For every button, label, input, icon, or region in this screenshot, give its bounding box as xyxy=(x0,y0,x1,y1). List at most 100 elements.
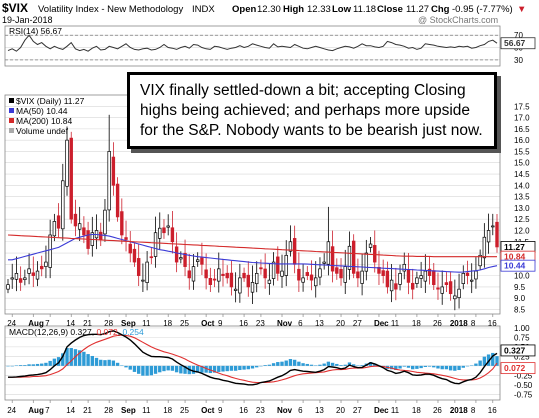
candle-body xyxy=(44,261,48,267)
candle-body xyxy=(6,284,10,290)
macd-line xyxy=(8,330,498,386)
macd-histogram-bar xyxy=(132,365,137,372)
candle-body xyxy=(77,223,82,230)
price-date-label: Aug xyxy=(28,319,44,328)
macd-histogram-bar xyxy=(250,365,255,369)
macd-histogram-bar xyxy=(23,365,27,366)
macd-date-label: 27 xyxy=(353,406,362,415)
macd-histogram-bar xyxy=(183,365,187,374)
candle-body xyxy=(280,270,284,277)
high-label: High xyxy=(283,4,304,15)
candle-body xyxy=(288,241,293,252)
candle-body xyxy=(284,254,288,276)
macd-histogram-bar xyxy=(335,363,339,366)
macd-histogram-bar xyxy=(52,358,57,366)
price-tick: 9.5 xyxy=(514,283,526,292)
macd-histogram-bar xyxy=(276,362,280,366)
macd-histogram-bar xyxy=(280,361,284,366)
price-tick: 13.5 xyxy=(514,193,530,202)
price-tick: 15.5 xyxy=(514,147,530,156)
candle-body xyxy=(246,274,250,288)
close-value: 11.27 xyxy=(406,4,429,15)
macd-legend-part: 0.327 xyxy=(70,327,92,337)
candle-body xyxy=(373,245,377,263)
macd-legend: MACD(12,26,9) 0.327, 0.072, 0.254 xyxy=(9,327,144,337)
macd-date-label: 26 xyxy=(433,406,442,415)
candle-body xyxy=(124,237,128,240)
macd-histogram-bar xyxy=(314,365,318,366)
macd-histogram-bar xyxy=(107,359,111,366)
macd-histogram-bar xyxy=(149,365,154,376)
candle-body xyxy=(35,270,40,280)
candle-body xyxy=(212,278,217,281)
macd-histogram-bar xyxy=(453,365,457,371)
candle-body xyxy=(115,183,120,218)
macd-last-label: 0.072 xyxy=(504,363,526,373)
macd-histogram-bar xyxy=(444,365,449,370)
candle-body xyxy=(141,279,145,282)
macd-histogram-bar xyxy=(267,364,272,366)
macd-panel: 1.000.750.500.250.00-0.25-0.50-0.75MACD(… xyxy=(4,324,536,401)
macd-histogram-bar xyxy=(309,364,314,366)
candle-body xyxy=(309,274,314,281)
macd-histogram-bar xyxy=(179,365,183,374)
candle-body xyxy=(465,272,470,276)
macd-legend-part: , xyxy=(92,327,97,337)
macd-histogram-bar xyxy=(263,365,267,366)
candle-body xyxy=(394,283,398,290)
legend-swatch-volume xyxy=(9,128,14,133)
macd-histogram-bar xyxy=(158,365,162,373)
macd-date-label: 6 xyxy=(298,406,303,415)
candle-body xyxy=(297,268,301,281)
macd-date-label: 25 xyxy=(180,406,189,415)
candle-body xyxy=(461,273,465,284)
candle-body xyxy=(314,277,318,287)
candle-body xyxy=(14,273,19,280)
macd-histogram-bar xyxy=(40,363,44,366)
macd-histogram-bar xyxy=(259,365,263,367)
candle-body xyxy=(486,230,491,243)
macd-histogram-bar xyxy=(90,355,94,366)
candle-body xyxy=(204,269,208,279)
candle-body xyxy=(221,273,225,276)
macd-histogram-bar xyxy=(432,365,436,368)
macd-histogram-bar xyxy=(343,364,347,366)
candle-body xyxy=(158,227,162,239)
macd-histogram-bar xyxy=(141,365,145,376)
macd-histogram-bar xyxy=(448,365,453,371)
macd-histogram-bar xyxy=(305,363,309,366)
high-value: 12.33 xyxy=(307,4,331,15)
commentary-line: VIX finally settled-down a bit; acceptin… xyxy=(140,82,466,99)
candle-body xyxy=(301,277,305,283)
macd-date-label: 23 xyxy=(256,406,265,415)
candle-body xyxy=(56,215,61,229)
candle-body xyxy=(347,245,352,270)
candle-body xyxy=(482,236,487,259)
candle-body xyxy=(18,278,23,283)
macd-histogram-bar xyxy=(204,365,208,373)
macd-tick: -0.50 xyxy=(514,381,533,390)
candle-body xyxy=(263,268,267,279)
down-arrow-icon: ▼ xyxy=(517,4,526,15)
macd-histogram-bar xyxy=(145,365,149,376)
macd-histogram-bar xyxy=(115,362,120,366)
price-date-label: 18 xyxy=(412,319,421,328)
candle-body xyxy=(377,266,381,274)
chg-value: -0.95 (-7.77%) xyxy=(452,4,513,15)
macd-histogram-bar xyxy=(470,365,474,366)
macd-histogram-bar xyxy=(31,364,35,366)
price-date-label: 6 xyxy=(298,319,303,328)
macd-date-label: 14 xyxy=(66,406,75,415)
candle-body xyxy=(132,248,137,263)
macd-histogram-bar xyxy=(351,364,356,366)
candle-body xyxy=(292,238,297,265)
macd-histogram-bar xyxy=(347,362,352,366)
candle-body xyxy=(360,270,364,284)
macd-histogram-bar xyxy=(27,364,31,366)
macd-date-label: 13 xyxy=(315,406,324,415)
macd-histogram-bar xyxy=(419,365,423,369)
candle-body xyxy=(23,277,27,280)
macd-date-label: 21 xyxy=(83,406,92,415)
chart-date: 19-Jan-2018 xyxy=(2,15,53,25)
macd-histogram-bar xyxy=(10,365,14,367)
